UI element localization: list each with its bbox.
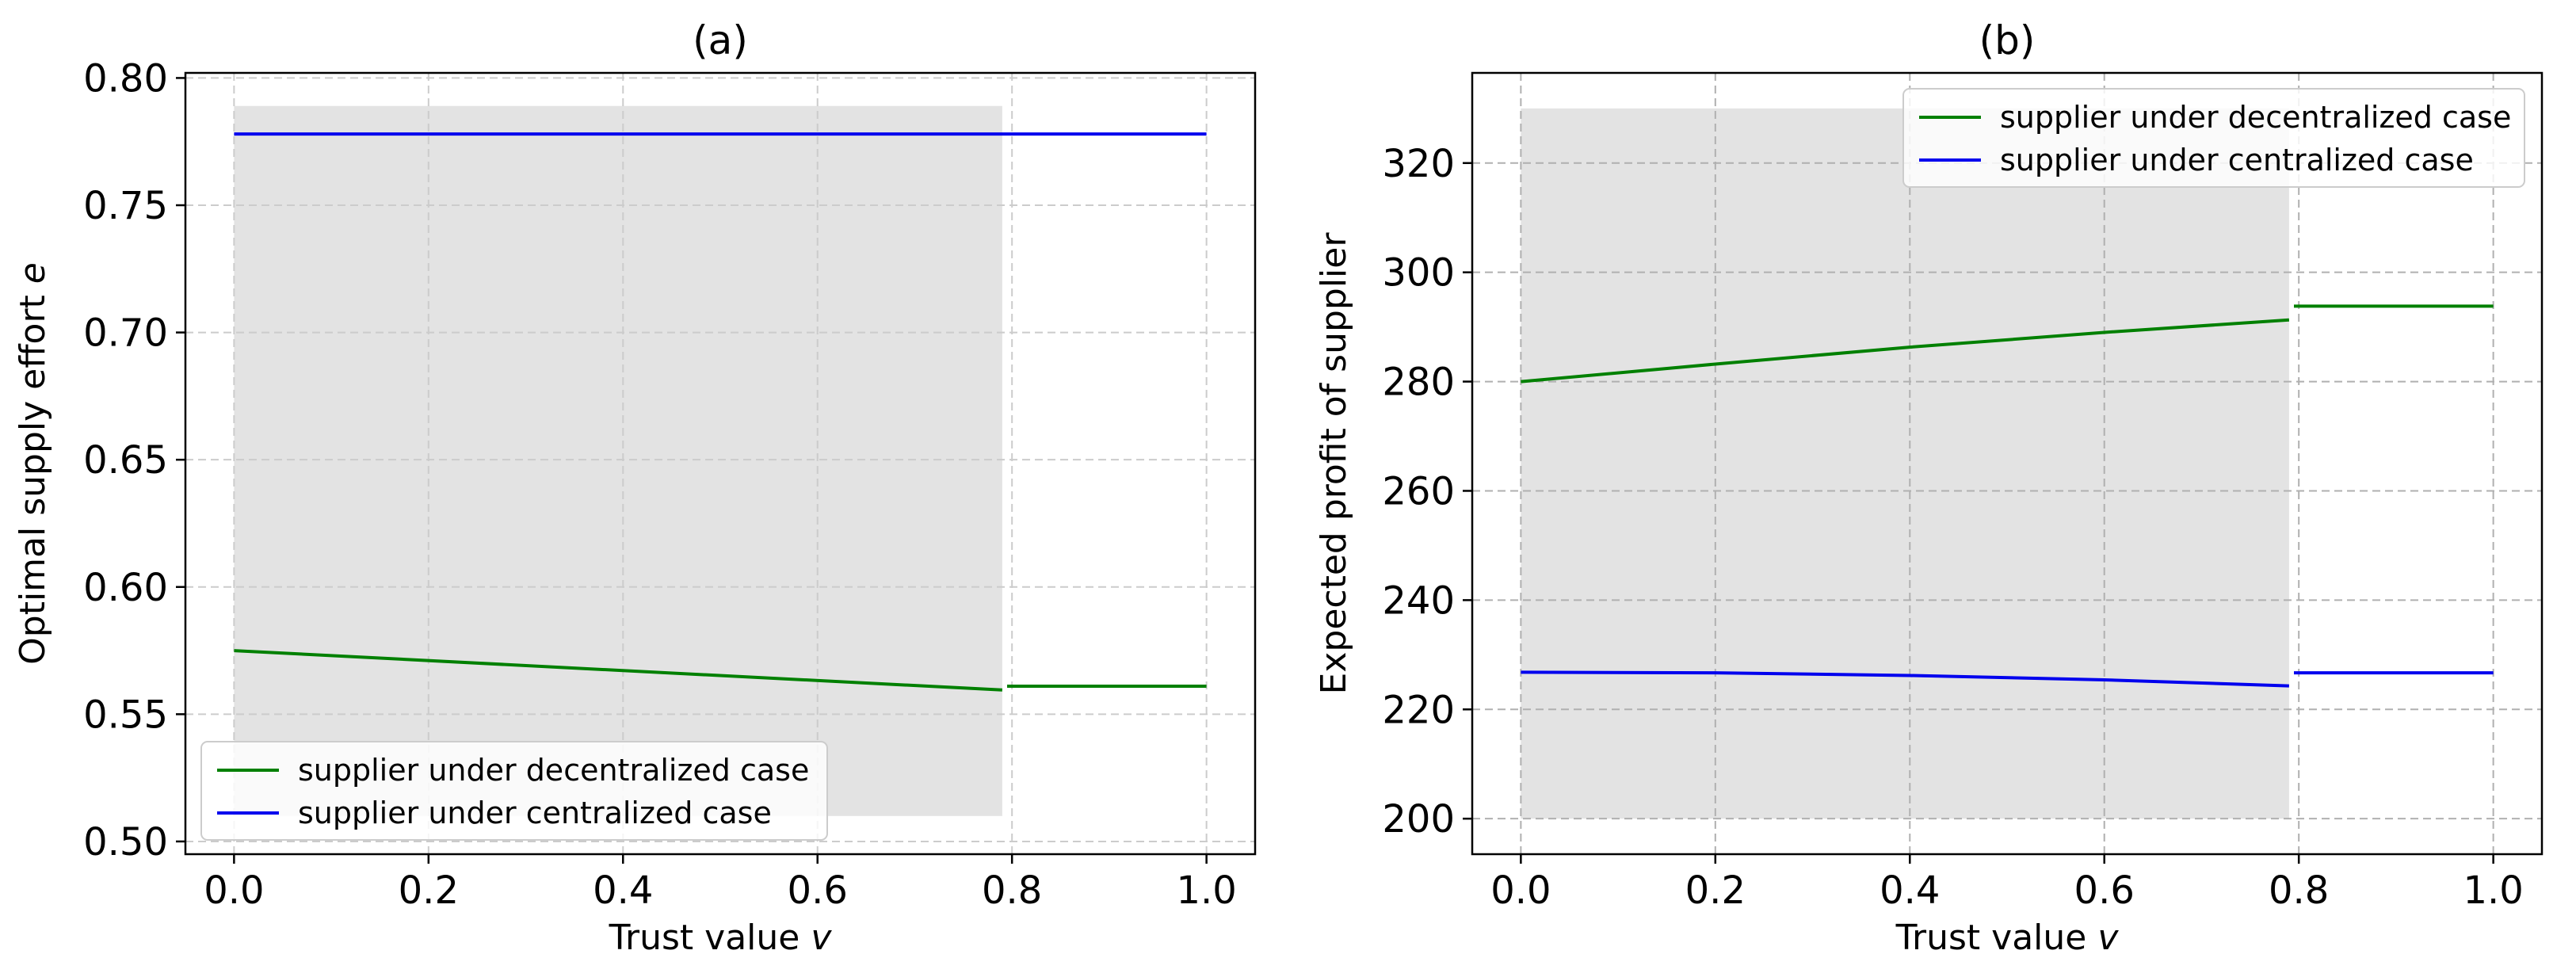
y-axis-label: Optimal supply effort e <box>13 262 53 665</box>
x-axis-label-text: Trust value <box>1895 918 2098 958</box>
axes-frame <box>1471 71 2544 856</box>
shaded-region <box>234 105 1002 816</box>
y-tick-label: 0.55 <box>83 693 168 737</box>
x-tick-label: 0.6 <box>788 868 848 913</box>
series-line-0-segment-0 <box>1521 318 2290 384</box>
y-tick-label: 260 <box>1382 469 1455 513</box>
x-tick-label: 0.2 <box>399 868 459 913</box>
x-tick-label: 1.0 <box>1176 868 1236 913</box>
series-line-0-segment-0 <box>234 649 1003 692</box>
x-axis-label: Trust value v <box>609 918 833 958</box>
x-tick-label: 0.8 <box>2269 868 2329 913</box>
x-tick-label: 0.0 <box>1490 868 1551 913</box>
y-tick-label: 200 <box>1382 797 1455 842</box>
x-tick-label: 0.8 <box>982 868 1042 913</box>
y-axis-label-text: Optimal supply effort <box>13 284 53 665</box>
legend-label-0: supplier under decentralized case <box>2000 100 2511 135</box>
x-tick-label: 0.2 <box>1685 868 1746 913</box>
y-tick-label: 0.65 <box>83 438 168 483</box>
chart-title: (a) <box>693 17 748 63</box>
x-axis-label-variable: v <box>811 918 832 958</box>
legend-box <box>200 741 828 841</box>
x-axis-label: Trust value v <box>1895 918 2120 958</box>
y-tick-label: 0.70 <box>83 311 168 356</box>
y-tick-label: 300 <box>1382 251 1455 296</box>
legend: supplier under decentralized case supplie… <box>200 741 828 841</box>
x-tick-label: 0.6 <box>2074 868 2135 913</box>
panel-b: 0.0 0.2 0.4 0.6 0.8 1.0 200 220 240 260 280 300 320 (… <box>1314 17 2544 958</box>
y-tick-label: 0.75 <box>83 184 168 228</box>
axes-frame <box>184 71 1257 856</box>
x-axis-label-variable: v <box>2097 918 2119 958</box>
y-axis-label: Expected profit of supplier <box>1314 232 1354 695</box>
series-line-1-segment-0 <box>1521 670 2289 688</box>
x-tick-label: 0.4 <box>593 868 653 913</box>
legend-label-0: supplier under decentralized case <box>298 753 809 788</box>
x-tick-label: 0.0 <box>204 868 264 913</box>
x-tick-label: 1.0 <box>2463 868 2523 913</box>
shaded-region <box>1521 108 2289 819</box>
x-axis-label-text: Trust value <box>609 918 811 958</box>
y-tick-label: 0.60 <box>83 566 168 610</box>
chart-title: (b) <box>1979 17 2036 63</box>
panel-a: 0.0 0.2 0.4 0.6 0.8 1.0 0.50 0.55 0.60 0.65 0.70 0.… <box>13 17 1257 958</box>
y-axis-label-variable: e <box>13 262 53 284</box>
y-axis-label-text: Expected profit of supplier <box>1314 232 1354 695</box>
y-tick-label: 280 <box>1382 361 1455 405</box>
x-tick-label: 0.4 <box>1880 868 1940 913</box>
y-tick-label: 320 <box>1382 142 1455 186</box>
legend-label-1: supplier under centralized case <box>298 796 772 830</box>
y-tick-label: 0.50 <box>83 820 168 864</box>
legend-box <box>1902 88 2525 188</box>
legend-label-1: supplier under centralized case <box>2000 143 2474 177</box>
y-tick-label: 220 <box>1382 688 1455 732</box>
legend: supplier under decentralized case supplie… <box>1902 88 2525 188</box>
y-tick-label: 0.80 <box>83 56 168 101</box>
y-tick-label: 240 <box>1382 578 1455 623</box>
